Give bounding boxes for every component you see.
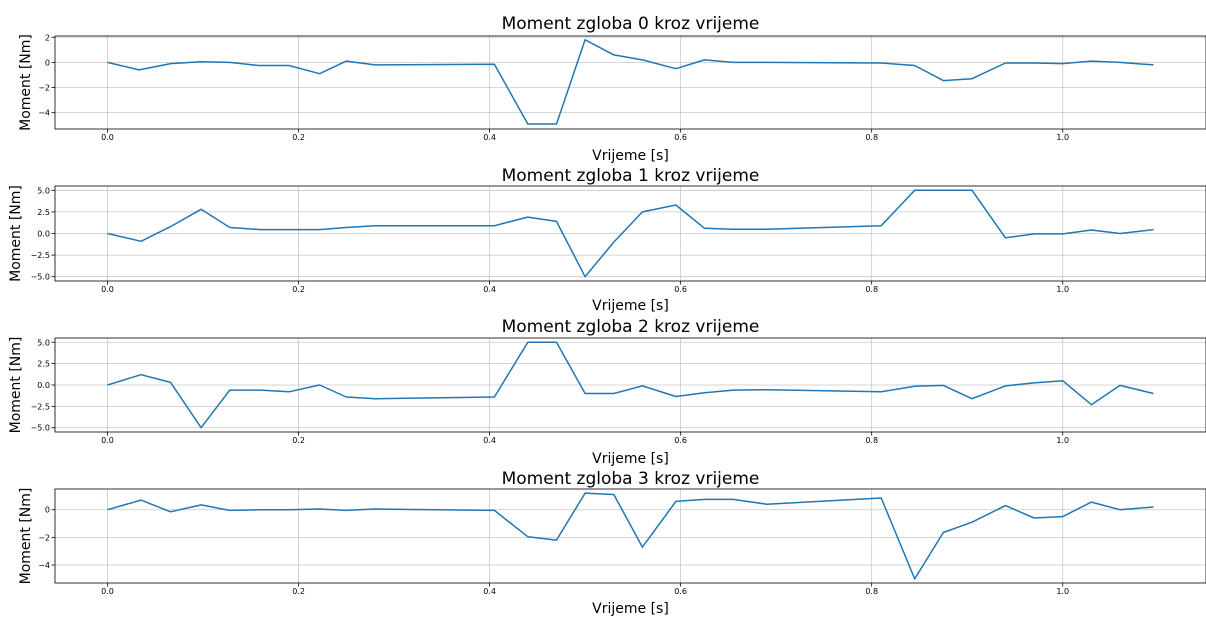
x-tick-label: 0.8	[865, 133, 878, 142]
x-tick-label: 0.0	[101, 285, 114, 294]
axes-frame	[54, 337, 1206, 433]
subplot-3: 0.0 0.2 0.4 0.6 0.8 1.0 0 −2 −4 Moment zgloba 3 k…	[18, 469, 1206, 617]
x-tick-label: 0.4	[483, 285, 496, 294]
x-tick-label: 0.4	[483, 133, 496, 142]
x-tick-label: 0.6	[674, 436, 687, 445]
y-tick-label: −2	[38, 533, 50, 542]
y-axis-label: Moment [Nm]	[18, 488, 34, 585]
y-axis-label: Moment [Nm]	[18, 34, 34, 131]
y-axis-label: Moment [Nm]	[8, 185, 24, 282]
y-tick-label: −4	[38, 109, 50, 118]
subplot-title: Moment zgloba 3 kroz vrijeme	[502, 469, 760, 489]
moment-series-line	[107, 39, 1154, 125]
y-tick-label: 5.0	[37, 338, 50, 347]
x-tick-label: 0.2	[292, 436, 305, 445]
y-tick-label: −2.5	[31, 402, 50, 411]
y-tick-label: −2.5	[31, 251, 50, 260]
x-tick-label: 1.0	[1056, 133, 1069, 142]
y-tick-label: 0	[45, 506, 50, 515]
x-tick-label: 0.6	[674, 587, 687, 596]
x-tick-label: 0.8	[865, 587, 878, 596]
x-tick-label: 0.8	[865, 285, 878, 294]
x-axis-label: Vrijeme [s]	[592, 601, 669, 617]
subplot-1: 0.0 0.2 0.4 0.6 0.8 1.0 5.0 2.5 0.0 −2.5 −5.0 Momen…	[8, 166, 1206, 314]
subplot-title: Moment zgloba 2 kroz vrijeme	[502, 317, 760, 337]
x-tick-label: 0.6	[674, 285, 687, 294]
y-axis-label: Moment [Nm]	[8, 337, 24, 434]
x-tick-label: 1.0	[1056, 285, 1069, 294]
y-tick-label: −4	[38, 561, 50, 570]
x-axis-label: Vrijeme [s]	[592, 451, 669, 467]
subplot-2: 0.0 0.2 0.4 0.6 0.8 1.0 5.0 2.5 0.0 −2.5 −5.0 Momen…	[8, 317, 1206, 467]
y-tick-label: −5.0	[31, 273, 50, 282]
x-tick-label: 0.2	[292, 587, 305, 596]
x-axis-label: Vrijeme [s]	[592, 148, 669, 164]
y-tick-label: −5.0	[31, 424, 50, 433]
x-tick-label: 1.0	[1056, 436, 1069, 445]
y-tick-label: 0	[45, 58, 50, 67]
y-tick-label: 2	[45, 33, 50, 42]
x-tick-label: 0.0	[101, 587, 114, 596]
subplot-title: Moment zgloba 1 kroz vrijeme	[502, 166, 760, 186]
axes-frame	[54, 185, 1206, 282]
subplot-0: 0.0 0.2 0.4 0.6 0.8 1.0 2 0 −2 −4 Moment zgloba 0 …	[18, 14, 1206, 164]
y-tick-label: 0.0	[37, 381, 50, 390]
x-tick-label: 0.8	[865, 436, 878, 445]
moment-series-line	[107, 492, 1154, 580]
y-tick-label: 2.5	[37, 360, 50, 369]
x-tick-label: 0.4	[483, 436, 496, 445]
axes-frame	[54, 488, 1206, 584]
x-tick-label: 0.4	[483, 587, 496, 596]
axes-frame	[54, 35, 1206, 130]
subplot-title: Moment zgloba 0 kroz vrijeme	[502, 14, 760, 34]
y-tick-label: 0.0	[37, 230, 50, 239]
x-tick-label: 1.0	[1056, 587, 1069, 596]
y-tick-label: 2.5	[37, 208, 50, 217]
x-tick-label: 0.2	[292, 285, 305, 294]
x-tick-label: 0.0	[101, 133, 114, 142]
moment-series-line	[107, 341, 1154, 429]
y-tick-label: −2	[38, 84, 50, 93]
x-tick-label: 0.0	[101, 436, 114, 445]
x-tick-label: 0.2	[292, 133, 305, 142]
y-tick-label: 5.0	[37, 186, 50, 195]
moment-series-line	[107, 189, 1154, 278]
x-axis-label: Vrijeme [s]	[592, 298, 669, 314]
x-tick-label: 0.6	[674, 133, 687, 142]
